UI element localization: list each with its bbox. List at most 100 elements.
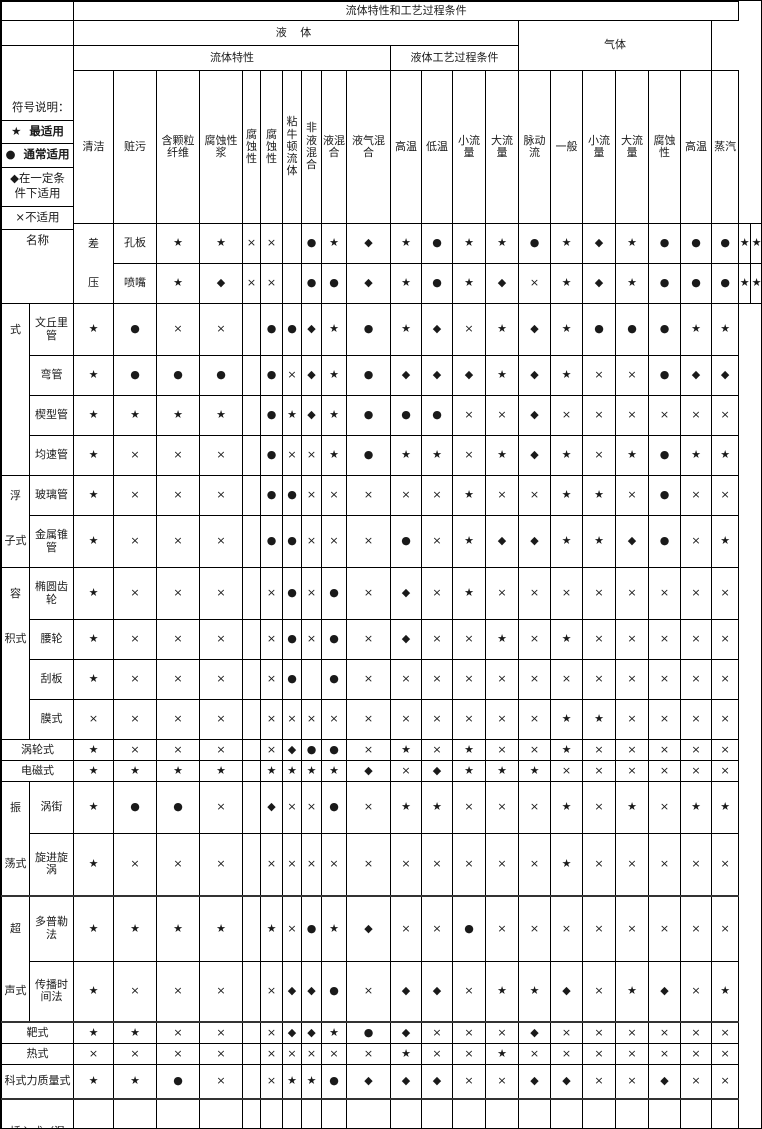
cell-r18-c8: ★ xyxy=(321,1021,347,1044)
row-name-16: 多普勒法 xyxy=(29,894,74,962)
cell-r9-c9: × xyxy=(346,619,391,660)
cell-r18-c2: × xyxy=(156,1021,200,1044)
cell-r21-c15: ★ xyxy=(550,1097,583,1128)
cell-r0-c11: ★ xyxy=(485,223,519,264)
cell-r11-c5: × xyxy=(260,699,283,740)
cell-r15-c20: × xyxy=(710,833,740,896)
cell-r8-c9: × xyxy=(346,567,391,620)
cell-r4-c7: ◆ xyxy=(301,395,322,436)
cell-r15-c3: × xyxy=(199,833,243,896)
cell-r2-c16: ● xyxy=(582,303,616,356)
cell-r11-c15: ★ xyxy=(550,699,583,740)
cell-r16-c15: × xyxy=(550,894,583,962)
cell-r11-c14: × xyxy=(518,699,551,740)
band-liquid: 液 体 xyxy=(73,20,519,46)
cell-r15-c8: × xyxy=(321,833,347,896)
cell-r6-c10: × xyxy=(390,475,422,516)
cell-r10-c10: × xyxy=(390,659,422,700)
cell-r14-c11: ★ xyxy=(421,781,453,834)
col-header-11: 低温 xyxy=(421,70,453,224)
cell-r14-c6: × xyxy=(282,781,302,834)
cell-r17-c15: ◆ xyxy=(550,961,583,1023)
cell-r14-c20: ★ xyxy=(710,781,740,834)
cell-r4-c5: ● xyxy=(260,395,283,436)
cell-r9-c17: × xyxy=(615,619,649,660)
cell-r2-c3: × xyxy=(199,303,243,356)
cell-r17-c20: ★ xyxy=(710,961,740,1023)
cell-r12-c18: × xyxy=(648,739,681,761)
cell-r11-c8: × xyxy=(321,699,347,740)
cell-r13-c5: ★ xyxy=(260,760,283,782)
cell-r11-c12: × xyxy=(452,699,486,740)
cell-r17-c13: ★ xyxy=(485,961,519,1023)
cell-r14-c7: × xyxy=(301,781,322,834)
cell-r12-c20: × xyxy=(710,739,740,761)
row-name-17: 传播时间法 xyxy=(29,961,74,1023)
cell-r11-c10: × xyxy=(390,699,422,740)
cell-r13-c19: × xyxy=(680,760,712,782)
cell-r7-c9: × xyxy=(346,515,391,568)
cell-r16-c18: × xyxy=(648,894,681,962)
cell-r9-c15: ★ xyxy=(550,619,583,660)
band-spacer-left xyxy=(1,20,74,46)
cell-r5-c10: ★ xyxy=(390,435,422,476)
cell-r8-c13: × xyxy=(485,567,519,620)
cell-r11-c13: × xyxy=(485,699,519,740)
legend-text-0: 最适用 xyxy=(29,123,64,138)
cell-r16-c14: × xyxy=(518,894,551,962)
cell-r3-c17: × xyxy=(615,355,649,396)
cell-r18-c4 xyxy=(242,1021,261,1044)
cell-r20-c4 xyxy=(242,1064,261,1100)
cell-r6-c2: × xyxy=(156,475,200,516)
cell-r19-c9: × xyxy=(346,1043,391,1065)
cell-r1-c7: ◆ xyxy=(346,263,391,304)
cell-r8-c8: ● xyxy=(321,567,347,620)
row-name-2: 文丘里管 xyxy=(29,303,74,356)
cell-r19-c18: × xyxy=(648,1043,681,1065)
cell-r6-c1: × xyxy=(113,475,157,516)
cell-r11-c6: × xyxy=(282,699,302,740)
cell-r9-c13: ★ xyxy=(485,619,519,660)
cell-r19-c0: × xyxy=(73,1043,114,1065)
cell-r1-c8: ★ xyxy=(390,263,422,304)
cell-r15-c15: ★ xyxy=(550,833,583,896)
cell-r13-c15: × xyxy=(550,760,583,782)
cell-r10-c8: ● xyxy=(321,659,347,700)
cell-r13-c10: × xyxy=(390,760,422,782)
title-spacer-left xyxy=(1,1,74,21)
cell-r17-c11: ◆ xyxy=(421,961,453,1023)
cell-r0-c18: ● xyxy=(710,223,740,264)
row-group-5 xyxy=(1,435,30,476)
cell-r15-c11: × xyxy=(421,833,453,896)
subband-process-cond: 液体工艺过程条件 xyxy=(390,45,519,71)
cell-r6-c6: ● xyxy=(282,475,302,516)
cell-r20-c2: ● xyxy=(156,1064,200,1100)
cell-r6-c17: × xyxy=(615,475,649,516)
row-group-7: 子式 xyxy=(1,515,30,568)
cell-r12-c8: ● xyxy=(321,739,347,761)
cell-r16-c4 xyxy=(242,894,261,962)
legend-text-1: 通常适用 xyxy=(23,147,70,162)
cell-r16-c8: ★ xyxy=(321,894,347,962)
cell-r12-c0: ★ xyxy=(73,739,114,761)
cell-r3-c20: ◆ xyxy=(710,355,740,396)
cell-r2-c17: ● xyxy=(615,303,649,356)
cell-r21-c4 xyxy=(242,1097,261,1128)
col-header-4: 腐蚀性 xyxy=(242,70,261,224)
cell-r0-c7: ◆ xyxy=(346,223,391,264)
row-group-15: 荡式 xyxy=(1,833,30,896)
cell-r6-c20: × xyxy=(710,475,740,516)
legend-symbol-2: ◆ xyxy=(10,170,19,185)
cell-r15-c16: × xyxy=(582,833,616,896)
cell-r14-c8: ● xyxy=(321,781,347,834)
cell-r14-c13: × xyxy=(485,781,519,834)
cell-r10-c1: × xyxy=(113,659,157,700)
cell-r2-c6: ● xyxy=(282,303,302,356)
cell-r2-c12: × xyxy=(452,303,486,356)
cell-r11-c18: × xyxy=(648,699,681,740)
cell-r15-c18: × xyxy=(648,833,681,896)
row-group-17: 声式 xyxy=(1,961,30,1023)
cell-r0-c12: ● xyxy=(518,223,551,264)
cell-r14-c15: ★ xyxy=(550,781,583,834)
